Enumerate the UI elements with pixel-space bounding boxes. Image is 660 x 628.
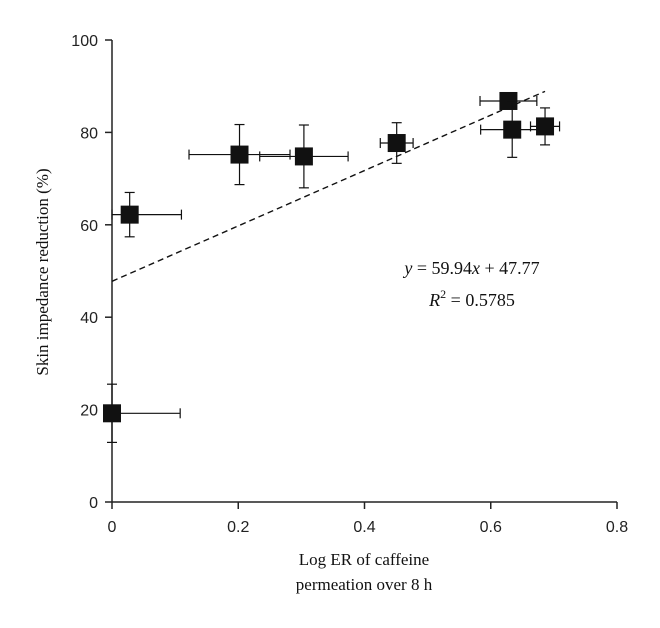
x-axis-label-line2: permeation over 8 h — [296, 575, 433, 594]
y-tick-label: 80 — [80, 125, 98, 142]
data-point — [111, 191, 183, 238]
data-point-marker — [230, 145, 249, 164]
r2-value: = 0.5785 — [446, 290, 515, 310]
y-tick-label: 0 — [89, 495, 98, 512]
r-squared: R2 = 0.5785 — [428, 287, 515, 310]
y-tick-label: 40 — [80, 310, 98, 327]
r2-r: R — [428, 290, 440, 310]
y-tick-label: 20 — [80, 403, 98, 420]
x-axis-label: Log ER of caffeine — [299, 550, 429, 569]
equation-y: y — [402, 258, 412, 278]
data-point — [479, 91, 538, 110]
regression-line — [111, 90, 546, 282]
data-point — [188, 123, 291, 186]
data-point-marker — [387, 134, 406, 153]
x-tick-label: 0.4 — [353, 519, 375, 536]
x-tick-label: 0 — [108, 519, 117, 536]
points-layer — [103, 91, 561, 444]
data-point-marker — [503, 120, 522, 139]
equation-intercept: + 47.77 — [480, 258, 540, 278]
y-tick-label: 60 — [80, 218, 98, 235]
axes: 0 0.2 0.4 0.6 0.8 0 20 40 60 80 100 — [71, 33, 628, 536]
equation-slope: = 59.94 — [412, 258, 472, 278]
data-point — [379, 122, 414, 164]
fit-line-layer — [111, 90, 546, 282]
data-point — [259, 124, 349, 189]
data-point-marker — [536, 117, 555, 136]
data-point — [480, 101, 545, 158]
data-point — [103, 383, 181, 444]
data-point — [529, 107, 561, 146]
equation-x: x — [471, 258, 480, 278]
data-point-marker — [103, 404, 121, 423]
y-axis-label: Skin impedance reduction (%) — [33, 168, 52, 375]
data-point-marker — [294, 147, 313, 166]
data-point-marker — [499, 91, 518, 110]
r2-superscript: 2 — [440, 287, 446, 301]
x-tick-label: 0.8 — [606, 519, 628, 536]
x-tick-label: 0.6 — [480, 519, 502, 536]
y-tick-label: 100 — [71, 33, 98, 50]
regression-equation: y = 59.94x + 47.77 — [402, 258, 539, 278]
x-tick-label: 0.2 — [227, 519, 249, 536]
data-point-marker — [120, 205, 139, 224]
